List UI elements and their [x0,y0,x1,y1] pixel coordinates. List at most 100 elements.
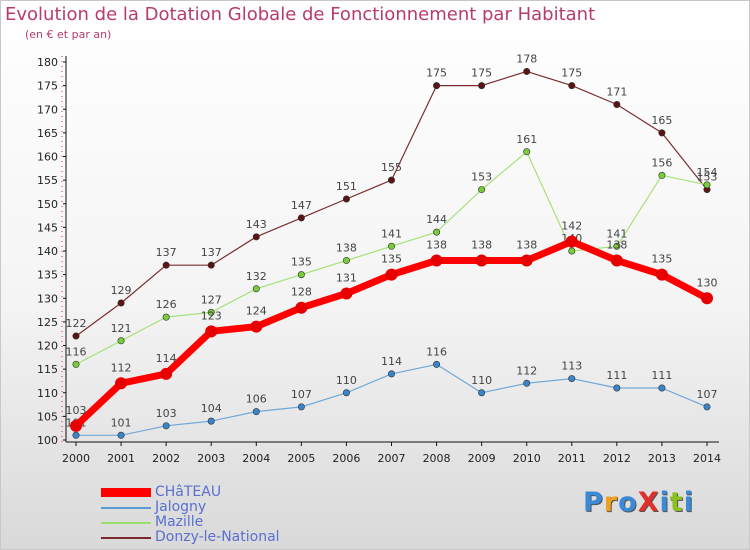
y-tick-label: 125 [37,316,58,329]
data-point [252,233,260,241]
data-point [658,384,666,392]
x-tick-label: 2009 [468,452,496,465]
data-label: 138 [426,238,447,251]
data-point [613,242,621,250]
data-label: 122 [66,317,87,330]
data-point [297,271,305,279]
data-point [565,235,578,248]
data-point [613,101,621,109]
data-point [117,299,125,307]
data-label: 121 [111,322,132,335]
data-point [72,431,80,439]
legend-item: Mazille [101,515,280,530]
proxiti-logo: ProXiti [583,487,694,518]
data-point [568,82,576,90]
data-point [703,181,711,189]
data-label: 154 [697,166,718,179]
x-tick-label: 2004 [242,452,270,465]
data-label: 138 [606,238,627,251]
chart-subtitle: (en € et par an) [25,28,112,41]
data-label: 161 [516,133,537,146]
x-tick-label: 2006 [332,452,360,465]
data-point [72,360,80,368]
data-label: 111 [606,369,627,382]
data-point [162,261,170,269]
y-tick-label: 120 [37,340,58,353]
data-label: 107 [697,388,718,401]
data-label: 175 [561,67,582,80]
data-point [207,308,215,316]
x-tick-label: 2001 [107,452,135,465]
data-label: 135 [381,253,402,266]
y-tick-label: 130 [37,292,58,305]
data-point [207,261,215,269]
data-point [701,292,713,305]
data-point [162,313,170,321]
data-point [475,254,488,267]
x-tick-label: 2002 [152,452,180,465]
x-tick-label: 2007 [378,452,406,465]
x-tick-label: 2014 [693,452,721,465]
x-tick-label: 2008 [423,452,451,465]
data-point [297,403,305,411]
y-tick-label: 100 [37,434,58,447]
data-point [70,419,82,432]
data-label: 126 [156,298,177,311]
data-label: 116 [426,345,447,358]
legend-item: Jalogny [101,500,280,515]
data-point [340,287,353,300]
legend-label: Jalogny [155,499,207,515]
data-point [520,254,533,267]
data-label: 156 [651,156,672,169]
data-label: 141 [381,227,402,240]
data-point [613,384,621,392]
data-label: 137 [201,246,222,259]
y-tick-label: 110 [37,387,58,400]
data-label: 175 [426,67,447,80]
y-tick-label: 150 [37,198,58,211]
legend-label: Mazille [155,514,204,530]
data-label: 127 [201,293,222,306]
data-label: 131 [336,272,357,285]
y-tick-label: 155 [37,174,58,187]
data-point [523,67,531,75]
data-label: 103 [66,404,87,417]
x-tick-label: 2012 [603,452,631,465]
data-point [703,403,711,411]
data-label: 114 [381,355,402,368]
data-point [433,82,441,90]
data-point [478,186,486,194]
data-label: 151 [336,180,357,193]
data-label: 111 [651,369,672,382]
data-point [478,82,486,90]
data-label: 112 [516,364,537,377]
x-tick-label: 2013 [648,452,676,465]
data-label: 147 [291,199,312,212]
data-label: 124 [246,305,267,318]
data-point [387,242,395,250]
data-label: 137 [156,246,177,259]
data-point [72,332,80,340]
data-label: 171 [606,86,627,99]
data-label: 153 [471,171,492,184]
legend-label: CHâTEAU [155,484,222,500]
data-point [430,254,443,267]
data-label: 138 [516,238,537,251]
chart-title: Evolution de la Dotation Globale de Fonc… [5,4,596,25]
data-label: 178 [516,52,537,65]
data-point [478,389,486,397]
legend-item: Donzy-le-National [101,530,280,545]
x-tick-label: 2005 [287,452,315,465]
data-label: 130 [697,276,718,289]
data-label: 110 [336,374,357,387]
data-label: 175 [471,67,492,80]
data-label: 123 [201,309,222,322]
data-point [385,268,398,281]
data-label: 155 [381,161,402,174]
data-point [610,254,623,267]
data-point [342,195,350,203]
data-point [160,367,173,380]
y-tick-label: 105 [37,410,58,423]
